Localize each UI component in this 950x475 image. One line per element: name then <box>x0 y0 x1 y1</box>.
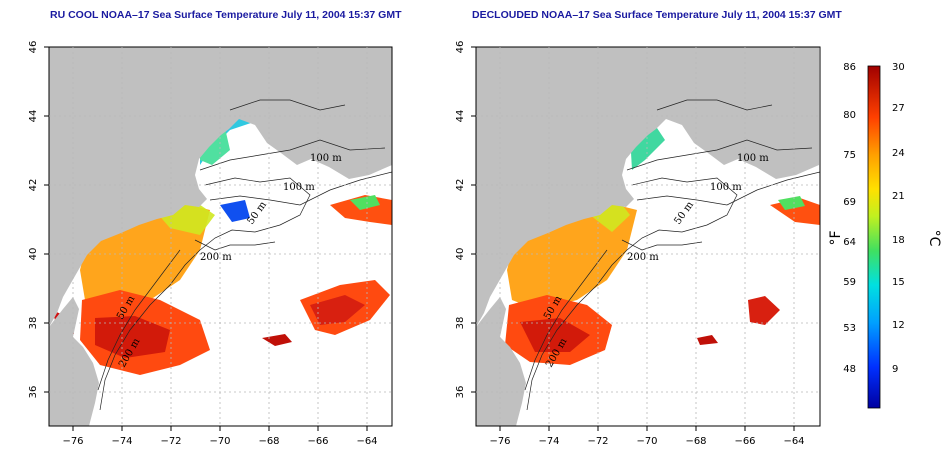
bathymetry-contours <box>524 99 820 411</box>
colorbar-gradient <box>867 65 881 409</box>
x-tick-label: −66 <box>307 436 328 447</box>
x-tick-label: −68 <box>685 436 706 447</box>
fahrenheit-tick: 53 <box>843 323 856 334</box>
contour-label: 100 m <box>310 153 342 164</box>
left-panel-title: RU COOL NOAA–17 Sea Surface Temperature … <box>50 9 402 21</box>
celsius-tick: 24 <box>892 148 905 159</box>
celsius-unit-label: °C <box>926 230 942 247</box>
celsius-tick: 15 <box>892 277 905 288</box>
left-grid <box>49 47 392 426</box>
celsius-tick: 18 <box>892 235 905 246</box>
x-tick-label: −72 <box>160 436 181 447</box>
x-tick-label: −70 <box>636 436 657 447</box>
right-grid <box>476 47 820 426</box>
contour-label: 200 m <box>627 252 659 263</box>
x-tick-label: −64 <box>783 436 804 447</box>
contour-label: 100 m <box>283 182 315 193</box>
fahrenheit-tick: 59 <box>843 277 856 288</box>
contour-label: 200 m <box>200 252 232 263</box>
y-tick-label: 42 <box>28 179 39 192</box>
x-tick-label: −70 <box>209 436 230 447</box>
contour-label: 100 m <box>710 182 742 193</box>
celsius-tick: 30 <box>892 62 905 73</box>
celsius-tick: 12 <box>892 320 905 331</box>
fahrenheit-tick: 48 <box>843 364 856 375</box>
y-tick-label: 40 <box>455 248 466 261</box>
fahrenheit-tick: 75 <box>843 150 856 161</box>
y-tick-label: 38 <box>28 317 39 330</box>
x-tick-label: −72 <box>587 436 608 447</box>
y-tick-label: 36 <box>455 386 466 399</box>
y-tick-label: 44 <box>28 110 39 123</box>
y-tick-label: 36 <box>28 386 39 399</box>
celsius-tick: 9 <box>892 364 898 375</box>
temperature-colorbar: 86 80 75 69 64 59 53 48 30 27 24 21 18 1… <box>828 62 942 409</box>
fahrenheit-unit-label: °F <box>828 230 844 245</box>
x-tick-label: −68 <box>258 436 279 447</box>
right-map-panel <box>476 47 820 426</box>
fahrenheit-tick: 64 <box>843 237 856 248</box>
x-tick-label: −74 <box>538 436 559 447</box>
x-tick-label: −76 <box>489 436 510 447</box>
x-tick-label: −74 <box>111 436 132 447</box>
y-tick-label: 46 <box>28 41 39 54</box>
y-tick-label: 38 <box>455 317 466 330</box>
celsius-tick: 21 <box>892 191 905 202</box>
celsius-tick: 27 <box>892 103 905 114</box>
left-map-panel <box>49 47 392 426</box>
y-tick-label: 40 <box>28 248 39 261</box>
fahrenheit-tick: 69 <box>843 197 856 208</box>
right-panel-title: DECLOUDED NOAA–17 Sea Surface Temperatur… <box>472 9 842 21</box>
contour-label: 100 m <box>737 153 769 164</box>
x-tick-label: −76 <box>62 436 83 447</box>
right-map-frame <box>475 46 821 427</box>
x-tick-label: −66 <box>734 436 755 447</box>
x-tick-label: −64 <box>356 436 377 447</box>
fahrenheit-tick: 86 <box>843 62 856 73</box>
y-tick-label: 46 <box>455 41 466 54</box>
y-tick-label: 42 <box>455 179 466 192</box>
y-tick-label: 44 <box>455 110 466 123</box>
fahrenheit-tick: 80 <box>843 110 856 121</box>
bathymetry-contours <box>97 99 392 411</box>
